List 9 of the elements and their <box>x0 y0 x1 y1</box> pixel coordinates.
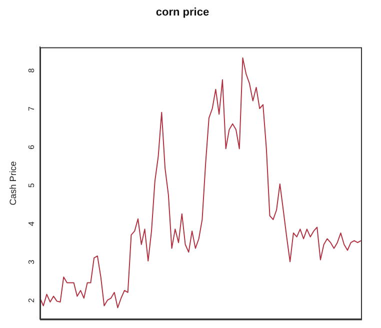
y-axis-title: Cash Price <box>8 161 18 206</box>
y-tick-label: 4 <box>27 220 36 226</box>
y-tick-label: 3 <box>27 259 36 264</box>
y-tick-label: 2 <box>27 298 36 303</box>
y-tick-label: 5 <box>27 182 36 188</box>
y-tick-label: 8 <box>27 68 36 73</box>
y-tick-label: 6 <box>27 144 36 150</box>
y-tick-label: 7 <box>27 106 36 112</box>
chart-title: corn price <box>156 6 210 19</box>
